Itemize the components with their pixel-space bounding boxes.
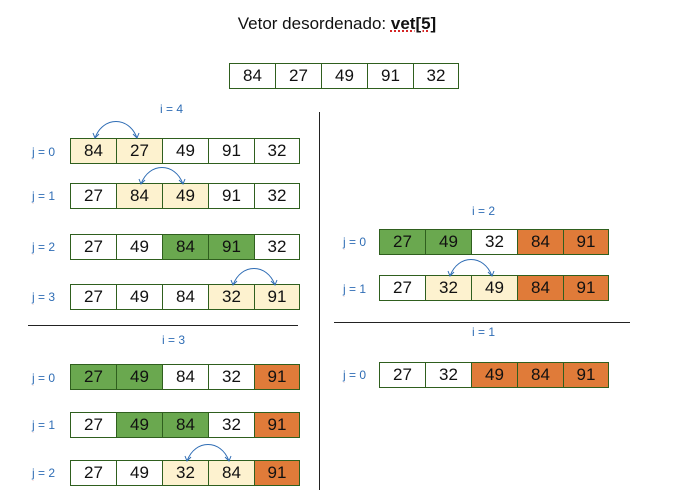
- array-cell: 32: [208, 284, 254, 310]
- array-cell: 49: [116, 364, 162, 390]
- left-horizontal-divider: [28, 325, 298, 326]
- array-cell: 84: [162, 364, 208, 390]
- pass-label-i2: i = 2: [472, 204, 496, 218]
- array-cell: 32: [471, 229, 517, 255]
- array-cell: 84: [208, 460, 254, 486]
- title-variable: vet[5]: [390, 14, 437, 33]
- swap-arc-icon: [92, 121, 140, 139]
- array-cell: 27: [379, 362, 425, 388]
- array-cell: 32: [425, 275, 471, 301]
- array-cell: 27: [70, 234, 116, 260]
- array-cell: 32: [208, 364, 254, 390]
- array-cell: 49: [162, 138, 208, 164]
- array-cell: 84: [70, 138, 116, 164]
- array-cell: 84: [162, 284, 208, 310]
- array-i1-j0: 27 32 49 84 91: [379, 362, 609, 388]
- step-label-j1: j = 1: [32, 418, 56, 432]
- step-label-j2: j = 2: [32, 240, 56, 254]
- array-i4-j3: 27 49 84 32 91: [70, 284, 300, 310]
- page-title: Vetor desordenado: vet[5]: [0, 14, 674, 34]
- array-cell: 91: [563, 275, 609, 301]
- step-label-j0: j = 0: [343, 235, 367, 249]
- array-cell: 49: [471, 275, 517, 301]
- array-cell: 84: [517, 362, 563, 388]
- array-cell: 27: [70, 412, 116, 438]
- swap-arc-icon: [138, 167, 186, 185]
- array-i3-j1: 27 49 84 32 91: [70, 412, 300, 438]
- array-cell: 27: [116, 138, 162, 164]
- pass-label-i4: i = 4: [160, 102, 184, 116]
- array-cell: 27: [275, 63, 321, 89]
- array-cell: 84: [517, 275, 563, 301]
- array-cell: 32: [254, 138, 300, 164]
- array-cell: 49: [162, 183, 208, 209]
- array-cell: 49: [321, 63, 367, 89]
- step-label-j3: j = 3: [32, 290, 56, 304]
- vertical-divider: [319, 112, 320, 490]
- array-cell: 32: [425, 362, 471, 388]
- array-cell: 27: [70, 183, 116, 209]
- array-cell: 91: [254, 412, 300, 438]
- array-cell: 91: [367, 63, 413, 89]
- array-cell: 84: [517, 229, 563, 255]
- array-i2-j0: 27 49 32 84 91: [379, 229, 609, 255]
- title-text: Vetor desordenado:: [237, 14, 391, 33]
- array-cell: 49: [116, 460, 162, 486]
- swap-arc-icon: [230, 268, 278, 286]
- array-cell: 49: [116, 234, 162, 260]
- array-cell: 49: [116, 412, 162, 438]
- array-cell: 91: [208, 138, 254, 164]
- array-i2-j1: 27 32 49 84 91: [379, 275, 609, 301]
- array-initial: 84 27 49 91 32: [229, 63, 459, 89]
- array-cell: 32: [413, 63, 459, 89]
- array-i3-j2: 27 49 32 84 91: [70, 460, 300, 486]
- array-cell: 91: [208, 234, 254, 260]
- array-cell: 91: [208, 183, 254, 209]
- array-cell: 32: [208, 412, 254, 438]
- array-cell: 49: [116, 284, 162, 310]
- array-i3-j0: 27 49 84 32 91: [70, 364, 300, 390]
- array-cell: 84: [116, 183, 162, 209]
- array-cell: 32: [254, 234, 300, 260]
- array-cell: 27: [379, 275, 425, 301]
- array-i4-j1: 27 84 49 91 32: [70, 183, 300, 209]
- array-cell: 27: [70, 364, 116, 390]
- array-cell: 49: [471, 362, 517, 388]
- array-cell: 32: [254, 183, 300, 209]
- step-label-j0: j = 0: [343, 368, 367, 382]
- pass-label-i1: i = 1: [472, 325, 496, 339]
- array-cell: 32: [162, 460, 208, 486]
- step-label-j0: j = 0: [32, 145, 56, 159]
- array-cell: 84: [162, 412, 208, 438]
- array-cell: 91: [254, 364, 300, 390]
- array-cell: 84: [229, 63, 275, 89]
- array-cell: 91: [563, 229, 609, 255]
- array-cell: 91: [254, 284, 300, 310]
- array-cell: 91: [254, 460, 300, 486]
- array-i4-j0: 84 27 49 91 32: [70, 138, 300, 164]
- array-cell: 27: [70, 284, 116, 310]
- pass-label-i3: i = 3: [162, 333, 186, 347]
- array-i4-j2: 27 49 84 91 32: [70, 234, 300, 260]
- array-cell: 27: [379, 229, 425, 255]
- step-label-j1: j = 1: [343, 282, 367, 296]
- array-cell: 84: [162, 234, 208, 260]
- right-horizontal-divider: [334, 322, 630, 323]
- array-cell: 91: [563, 362, 609, 388]
- step-label-j0: j = 0: [32, 371, 56, 385]
- step-label-j1: j = 1: [32, 189, 56, 203]
- step-label-j2: j = 2: [32, 466, 56, 480]
- array-cell: 49: [425, 229, 471, 255]
- swap-arc-icon: [447, 259, 495, 277]
- swap-arc-icon: [184, 444, 232, 462]
- array-cell: 27: [70, 460, 116, 486]
